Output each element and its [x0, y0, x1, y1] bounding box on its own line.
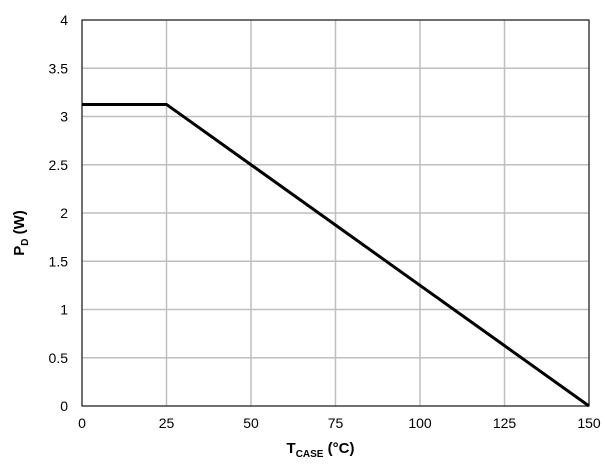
series-line: [82, 102, 590, 408]
y-tick-label: 0: [60, 398, 68, 414]
y-tick-label: 4: [60, 12, 68, 28]
x-axis-title-subscript: CASE: [296, 449, 324, 460]
plot-area-frame: [81, 19, 590, 407]
y-tick-label: 0.5: [49, 350, 69, 366]
series-layer: [82, 102, 590, 408]
x-axis-title-unit: (°C): [323, 440, 354, 457]
grid-lines: [81, 19, 590, 407]
x-tick-label: 75: [328, 415, 344, 431]
x-axis-title-main: T: [287, 440, 296, 457]
x-axis-tick-labels: 0 25 50 75 100 125 150: [78, 415, 601, 431]
x-tick-label: 150: [577, 415, 601, 431]
x-tick-label: 25: [159, 415, 175, 431]
y-axis-title-subscript: D: [20, 239, 31, 246]
y-axis-title: PD (W): [11, 210, 31, 256]
y-tick-label: 2.5: [49, 157, 69, 173]
x-tick-label: 100: [408, 415, 432, 431]
y-tick-label: 1.5: [49, 253, 69, 269]
x-tick-label: 50: [243, 415, 259, 431]
x-axis-title: TCASE (°C): [287, 440, 355, 460]
x-tick-label: 0: [78, 415, 86, 431]
y-tick-label: 2: [60, 205, 68, 221]
y-axis-title-main: P: [11, 246, 28, 256]
y-tick-label: 3: [60, 109, 68, 125]
y-tick-label: 1: [60, 302, 68, 318]
y-axis-tick-labels: 0 0.5 1 1.5 2 2.5 3 3.5 4: [49, 12, 69, 414]
y-tick-label: 3.5: [49, 60, 69, 76]
y-axis-title-unit: (W): [11, 210, 28, 238]
x-tick-label: 125: [493, 415, 517, 431]
